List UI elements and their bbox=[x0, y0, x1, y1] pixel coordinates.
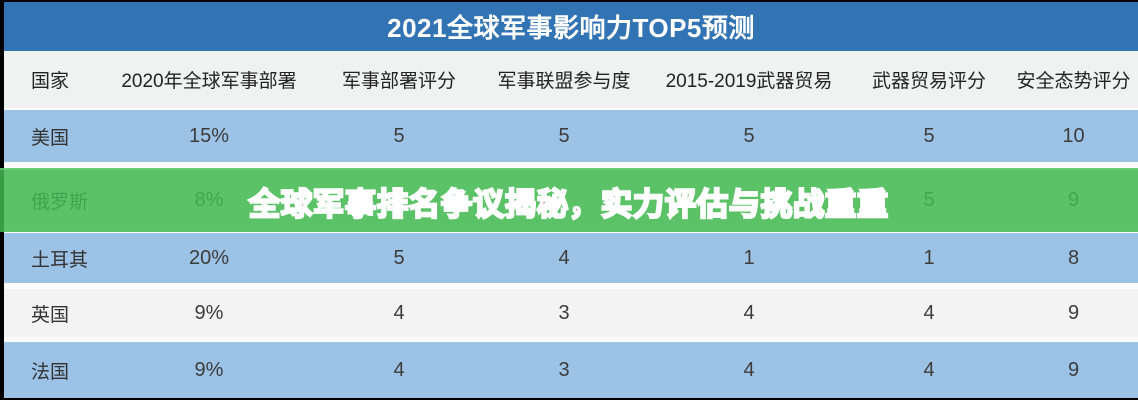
col-header-security-score: 安全态势评分 bbox=[1016, 71, 1131, 92]
cell-deploy-2020: 15% bbox=[188, 124, 230, 147]
cell-alliance: 3 bbox=[558, 358, 570, 381]
cell-alliance: 3 bbox=[558, 301, 570, 324]
cell-arms-score: 4 bbox=[923, 358, 935, 381]
cell-country: 法国 bbox=[31, 361, 70, 383]
table-row-france: 法国 9% 4 3 4 4 9 bbox=[4, 342, 1138, 398]
cell-deploy-2020: 8% bbox=[194, 188, 224, 211]
cell-security-score: 9 bbox=[1067, 301, 1080, 324]
cell-arms-trade: 1 bbox=[743, 246, 755, 269]
cell-security-score: 8 bbox=[1067, 246, 1080, 269]
cell-arms-trade: 4 bbox=[743, 301, 755, 324]
table-title-bar: 2021全球军事影响力TOP5预测 bbox=[4, 2, 1138, 51]
cell-arms-trade: 5 bbox=[743, 124, 755, 147]
cell-deploy-score: 4 bbox=[393, 301, 405, 324]
col-header-arms-trade: 2015-2019武器贸易 bbox=[665, 71, 833, 92]
cell-alliance: 5 bbox=[558, 124, 570, 147]
table-row-uk: 英国 9% 4 3 4 4 9 bbox=[4, 289, 1138, 337]
col-header-alliance: 军事联盟参与度 bbox=[497, 71, 631, 92]
cell-alliance: 4 bbox=[558, 246, 570, 269]
cell-country: 土耳其 bbox=[31, 249, 89, 271]
table-row-turkey: 土耳其 20% 5 4 1 1 8 bbox=[4, 233, 1138, 283]
cell-arms-score: 4 bbox=[923, 301, 935, 324]
cell-security-score: 9 bbox=[1067, 358, 1080, 381]
cell-arms-score: 1 bbox=[923, 246, 935, 269]
cell-arms-score: 5 bbox=[923, 188, 935, 211]
cell-country: 美国 bbox=[31, 127, 70, 149]
table-row-russia: 俄罗斯 8% 5 9 bbox=[4, 170, 1138, 230]
col-header-deploy-2020: 2020年全球军事部署 bbox=[121, 71, 297, 92]
cell-deploy-score: 4 bbox=[393, 358, 405, 381]
cell-deploy-2020: 9% bbox=[194, 358, 224, 381]
cell-arms-score: 5 bbox=[923, 124, 935, 147]
col-header-country: 国家 bbox=[31, 71, 70, 92]
cell-deploy-2020: 9% bbox=[194, 301, 224, 324]
page-title: 2021全球军事影响力TOP5预测 bbox=[387, 13, 755, 43]
cell-country: 俄罗斯 bbox=[31, 191, 89, 213]
table-row-usa: 美国 15% 5 5 5 5 10 bbox=[4, 110, 1138, 162]
cell-security-score: 10 bbox=[1062, 124, 1085, 147]
cell-deploy-score: 5 bbox=[393, 124, 405, 147]
cell-deploy-score: 5 bbox=[393, 246, 405, 269]
col-header-arms-score: 武器贸易评分 bbox=[871, 71, 986, 92]
cell-security-score: 9 bbox=[1067, 188, 1080, 211]
table-header-row: 国家 2020年全球军事部署 军事部署评分 军事联盟参与度 2015-2019武… bbox=[4, 51, 1138, 108]
col-header-deploy-score: 军事部署评分 bbox=[341, 71, 456, 92]
cell-country: 英国 bbox=[31, 304, 70, 326]
cell-arms-trade: 4 bbox=[743, 358, 755, 381]
cell-deploy-2020: 20% bbox=[188, 246, 230, 269]
